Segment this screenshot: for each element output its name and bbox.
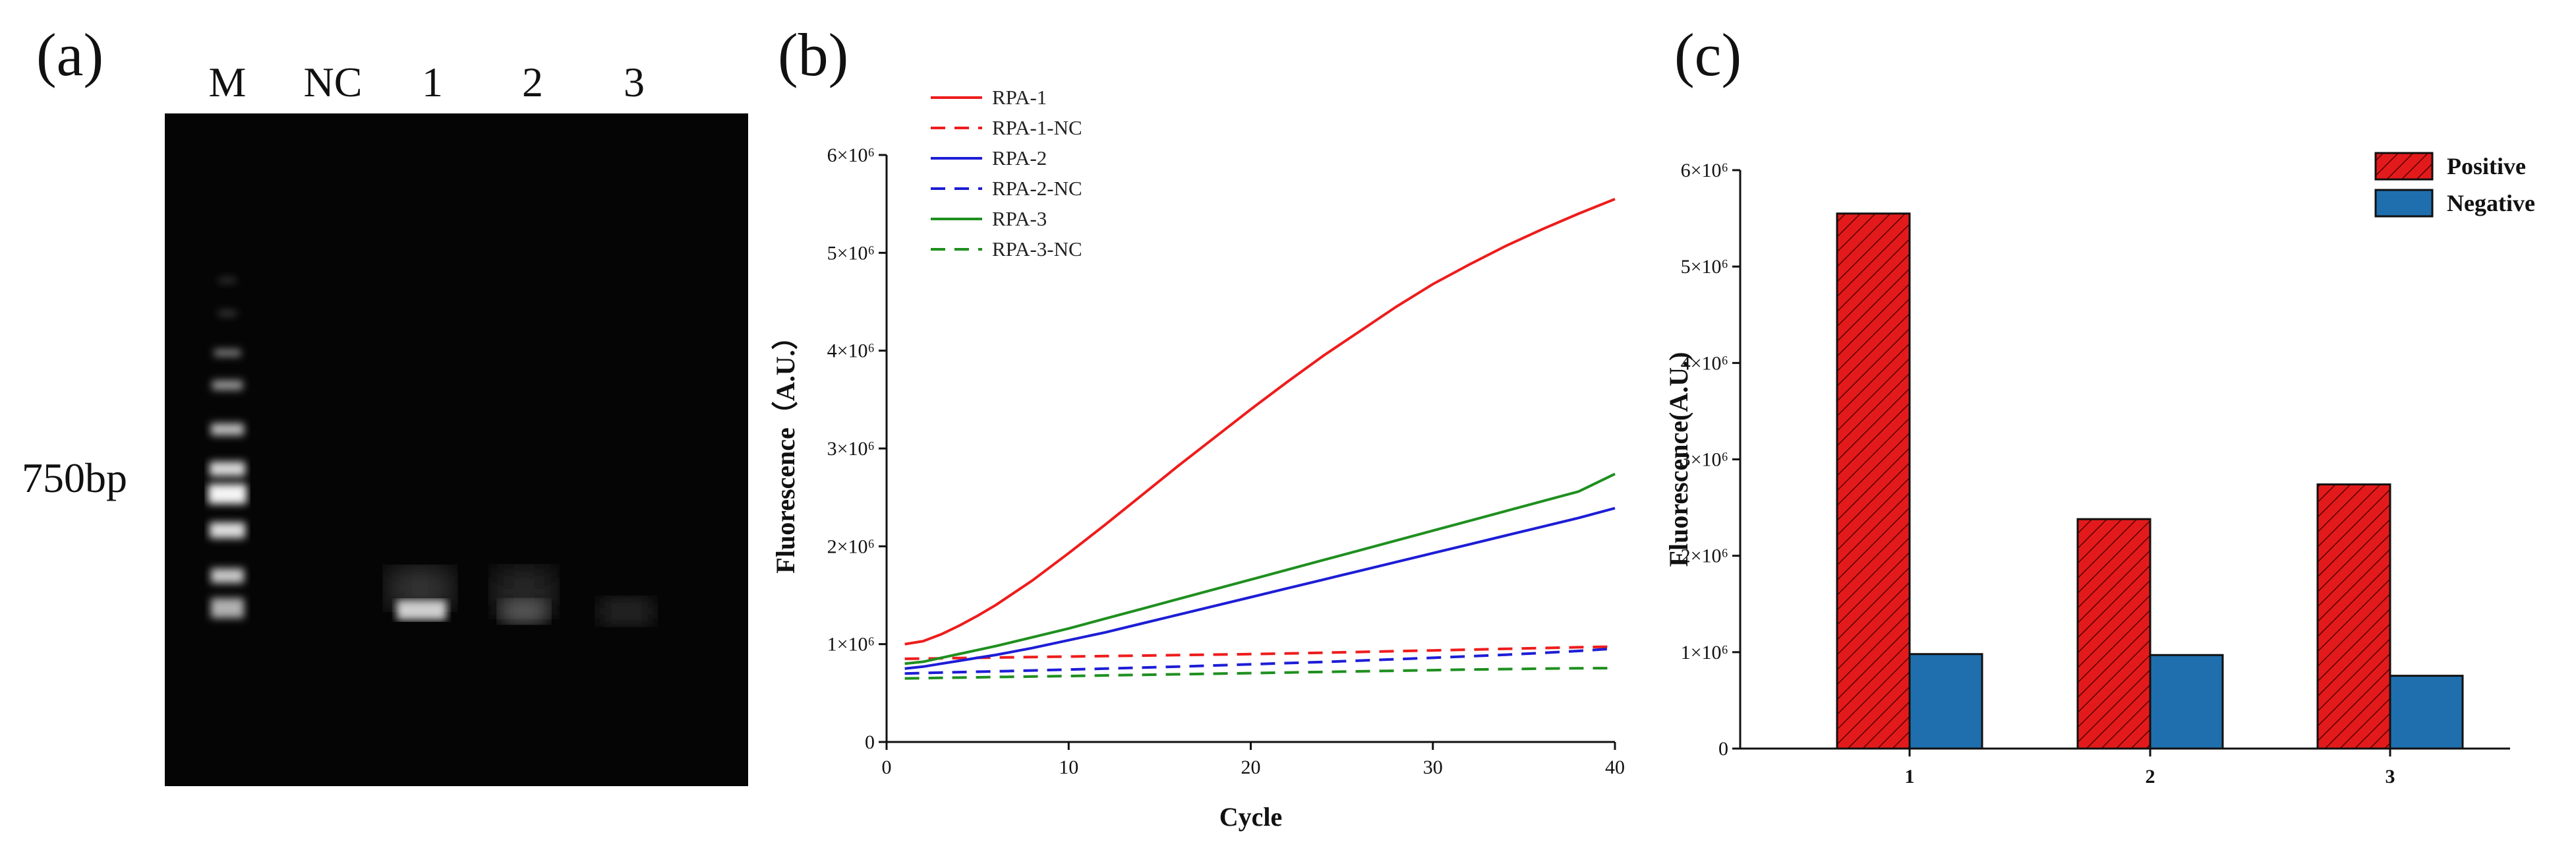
- y-tick-label: 3×10⁶: [827, 438, 875, 460]
- legend-swatch: [2374, 189, 2434, 218]
- panel-b-letter: (b): [778, 21, 849, 88]
- gel-image: [165, 113, 748, 786]
- legend-label: RPA-1: [992, 86, 1047, 109]
- y-tick-label: 5×10⁶: [827, 242, 875, 264]
- panel-a-letter: (a): [36, 21, 104, 88]
- series-line-rpa-2: [904, 507, 1616, 670]
- legend-label: RPA-3: [992, 207, 1047, 230]
- band-lane-1: [389, 569, 452, 620]
- marker-size-label: 750bp: [22, 454, 127, 501]
- series-line-rpa-3-nc: [904, 667, 1616, 680]
- lane-label-nc: NC: [303, 59, 363, 106]
- y-tick-label: 2×10⁶: [1681, 545, 1728, 567]
- band-lane-3: [600, 598, 653, 625]
- legend-swatch: [2374, 152, 2434, 181]
- y-tick-label: 5×10⁶: [1681, 256, 1728, 278]
- y-tick-label: 6×10⁶: [827, 144, 875, 166]
- panel-c-letter: (c): [1674, 21, 1742, 88]
- marker-ladder: [208, 278, 247, 618]
- band-lane-2: [494, 569, 554, 623]
- bar-positive-3: [2316, 483, 2391, 750]
- x-tick-label: 30: [1423, 756, 1443, 778]
- series-line-rpa-2-nc: [904, 647, 1616, 675]
- gel-panel: M NC 1 2 3 750bp: [0, 0, 765, 862]
- x-tick-label: 0: [882, 756, 892, 778]
- y-tick-label: 3×10⁶: [1681, 449, 1728, 471]
- bar-negative-2: [2149, 654, 2224, 750]
- series-line-rpa-1-nc: [904, 645, 1616, 660]
- y-tick-label: 0: [1718, 738, 1728, 760]
- gel-bands: [208, 278, 653, 625]
- y-tick-label: 0: [865, 731, 875, 753]
- x-tick-label: 2: [2146, 766, 2155, 787]
- bar-negative-1: [1908, 653, 1983, 750]
- line-chart-x-label: Cycle: [1219, 802, 1283, 832]
- y-tick-label: 4×10⁶: [1681, 352, 1728, 374]
- legend-label: RPA-2-NC: [992, 177, 1082, 200]
- y-tick-label: 1×10⁶: [827, 634, 875, 656]
- x-tick-label: 10: [1059, 756, 1078, 778]
- bar-negative-3: [2389, 675, 2464, 750]
- series-line-rpa-3: [904, 472, 1616, 665]
- y-tick-label: 4×10⁶: [827, 340, 875, 362]
- line-chart-y-label: Fluorescence（A.U.）: [771, 323, 800, 573]
- legend-label: RPA-3-NC: [992, 237, 1082, 261]
- legend-label: RPA-2: [992, 146, 1047, 169]
- lane-label-1: 1: [422, 59, 443, 106]
- lane-label-3: 3: [624, 59, 645, 106]
- bar-chart-y-label: Fluorescence(A.U.): [1664, 352, 1693, 567]
- bar-positive-1: [1836, 212, 1911, 750]
- x-tick-label: 40: [1605, 756, 1625, 778]
- x-tick-label: 3: [2386, 766, 2395, 787]
- bar-positive-2: [2076, 518, 2152, 750]
- y-tick-label: 1×10⁶: [1681, 642, 1728, 663]
- y-tick-label: 6×10⁶: [1681, 160, 1728, 181]
- legend-label: Positive: [2447, 153, 2526, 179]
- legend-label: RPA-1-NC: [992, 116, 1082, 139]
- x-tick-label: 1: [1905, 766, 1915, 787]
- y-tick-label: 2×10⁶: [827, 536, 875, 557]
- lane-label-m: M: [208, 59, 247, 106]
- legend-label: Negative: [2447, 190, 2535, 216]
- lane-label-2: 2: [522, 59, 543, 106]
- x-tick-label: 20: [1241, 756, 1261, 778]
- series-line-rpa-1: [904, 197, 1616, 646]
